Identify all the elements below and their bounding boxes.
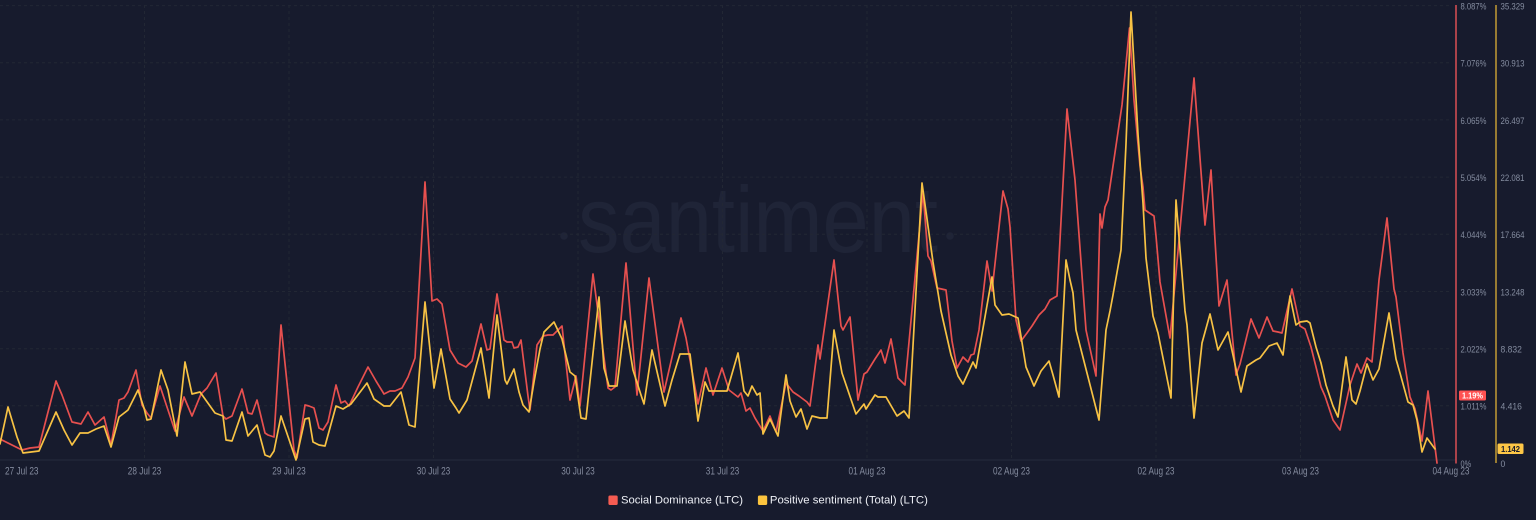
svg-text:santiment: santiment (578, 167, 938, 272)
svg-text:4.044%: 4.044% (1461, 230, 1487, 241)
svg-text:7.076%: 7.076% (1461, 59, 1487, 70)
svg-text:22.081: 22.081 (1501, 173, 1525, 184)
svg-text:35.329: 35.329 (1501, 2, 1525, 13)
svg-text:30.913: 30.913 (1501, 59, 1525, 70)
svg-text:26.497: 26.497 (1501, 116, 1525, 127)
svg-text:29 Jul 23: 29 Jul 23 (272, 466, 306, 478)
svg-text:01 Aug 23: 01 Aug 23 (849, 466, 886, 478)
svg-text:8.832: 8.832 (1501, 345, 1522, 356)
svg-text:1.011%: 1.011% (1461, 402, 1487, 413)
svg-text:30 Jul 23: 30 Jul 23 (417, 466, 451, 478)
svg-text:2.022%: 2.022% (1461, 345, 1487, 356)
svg-text:Positive sentiment (Total) (LT: Positive sentiment (Total) (LTC) (770, 495, 928, 507)
svg-text:0%: 0% (1461, 459, 1472, 470)
svg-text:31 Jul 23: 31 Jul 23 (706, 466, 740, 478)
svg-text:Social Dominance (LTC): Social Dominance (LTC) (621, 495, 743, 507)
svg-text:02 Aug 23: 02 Aug 23 (993, 466, 1030, 478)
svg-text:30 Jul 23: 30 Jul 23 (561, 466, 595, 478)
svg-text:0: 0 (1501, 459, 1506, 470)
svg-text:6.065%: 6.065% (1461, 116, 1487, 127)
svg-text:03 Aug 23: 03 Aug 23 (1282, 466, 1319, 478)
svg-text:5.054%: 5.054% (1461, 173, 1487, 184)
svg-text:1.19%: 1.19% (1462, 390, 1483, 400)
svg-text:8.087%: 8.087% (1461, 2, 1487, 13)
svg-text:02 Aug 23: 02 Aug 23 (1138, 466, 1175, 478)
svg-text:1.142: 1.142 (1501, 444, 1520, 454)
svg-text:28 Jul 23: 28 Jul 23 (128, 466, 162, 478)
svg-text:3.033%: 3.033% (1461, 287, 1487, 298)
svg-text:17.664: 17.664 (1501, 230, 1525, 241)
svg-text:4.416: 4.416 (1501, 402, 1522, 413)
svg-text:13.248: 13.248 (1501, 287, 1525, 298)
svg-text:27 Jul 23: 27 Jul 23 (5, 466, 39, 478)
svg-text:04 Aug 23: 04 Aug 23 (1433, 466, 1470, 478)
